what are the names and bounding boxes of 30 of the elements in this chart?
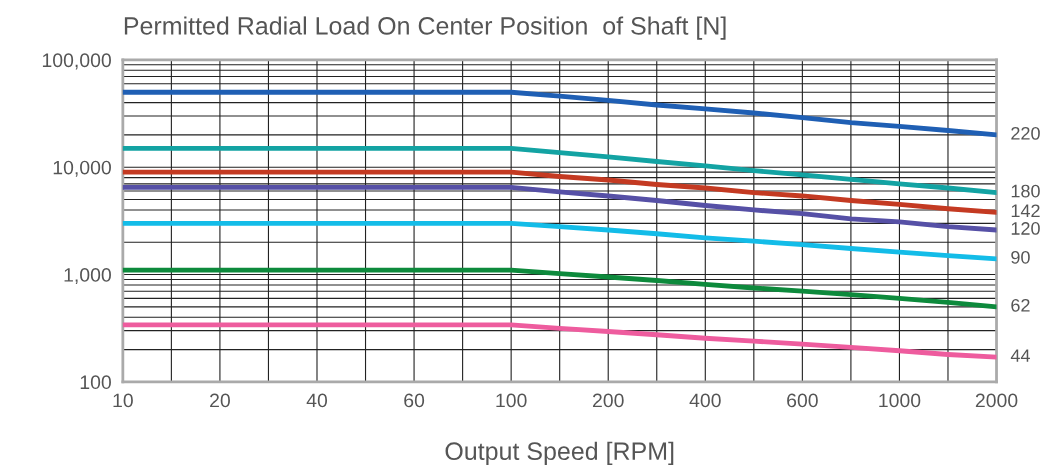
x-tick-label: 20 (210, 393, 230, 408)
x-tick-label: 100 (496, 393, 527, 408)
y-tick-label: 100,000 (42, 53, 111, 70)
line-series (122, 145, 997, 196)
series-label: 90 (1011, 250, 1030, 264)
series-label: 120 (1011, 222, 1040, 235)
y-tick-label: 100 (80, 375, 111, 390)
line-series (122, 169, 997, 215)
series-label: 44 (1010, 349, 1030, 362)
line-series (122, 89, 997, 138)
x-tick-label: 2000 (975, 393, 1018, 408)
x-tick-label: 600 (787, 393, 818, 408)
chart-title: Permitted Radial Load On Center Position of Shaft [N] (124, 16, 726, 40)
x-tick-label: 1000 (879, 393, 921, 408)
x-tick-label: 60 (404, 393, 425, 408)
x-axis-title: Output Speed [RPM] (445, 441, 674, 465)
x-tick-label: 400 (689, 393, 721, 408)
y-tick-label: 1,000 (64, 268, 111, 285)
line-series (122, 267, 997, 310)
x-tick-label: 40 (306, 393, 328, 408)
series-label: 220 (1011, 126, 1040, 140)
line-series (122, 184, 997, 233)
x-tick-label: 10 (113, 393, 133, 408)
series-label: 180 (1011, 184, 1040, 198)
y-tick-label: 10,000 (53, 160, 111, 177)
line-series (122, 220, 997, 262)
series-label: 142 (1011, 204, 1040, 217)
x-tick-label: 200 (592, 393, 624, 408)
line-series (122, 322, 997, 360)
series-label: 62 (1011, 298, 1030, 312)
